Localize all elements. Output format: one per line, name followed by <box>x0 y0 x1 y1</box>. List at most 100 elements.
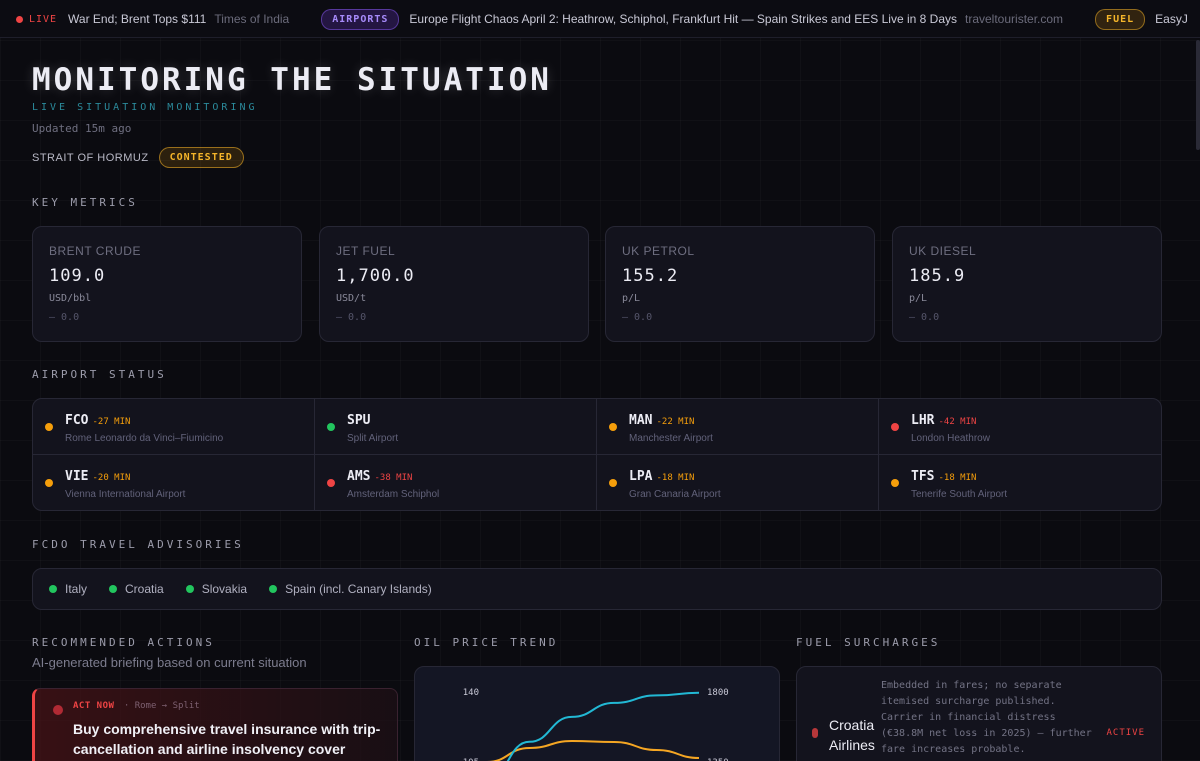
live-label: LIVE <box>29 13 58 25</box>
airport-code: LPA <box>629 468 653 484</box>
metric-card: BRENT CRUDE 109.0 USD/bbl — 0.0 <box>32 226 302 342</box>
advisory-item[interactable]: Spain (incl. Canary Islands) <box>269 582 432 596</box>
metric-change: — 0.0 <box>49 312 80 323</box>
page-scrollbar[interactable] <box>1196 40 1200 150</box>
airport-tile[interactable]: SPU Split Airport <box>315 399 597 455</box>
airport-tile[interactable]: LHR -42 MIN London Heathrow <box>879 399 1161 455</box>
key-metrics-heading: KEY METRICS <box>32 196 138 209</box>
ticker-headline[interactable]: Europe Flight Chaos April 2: Heathrow, S… <box>409 12 957 26</box>
last-updated: Updated 15m ago <box>32 122 132 135</box>
airport-tile[interactable]: TFS -18 MIN Tenerife South Airport <box>879 455 1161 511</box>
airport-code: SPU <box>347 413 371 428</box>
advisory-dot-icon <box>109 585 118 593</box>
page-subtitle: LIVE SITUATION MONITORING <box>32 102 258 113</box>
status-dot-icon <box>327 423 335 431</box>
page-title: MONITORING THE SITUATION <box>32 62 552 98</box>
metric-unit: USD/t <box>336 293 367 304</box>
oil-trend-heading: OIL PRICE TREND <box>414 636 559 649</box>
advisory-item[interactable]: Slovakia <box>185 582 247 596</box>
airport-tile[interactable]: VIE -20 MIN Vienna International Airport <box>33 454 315 510</box>
fuel-surcharge-card[interactable]: Croatia Airlines Embedded in fares; no s… <box>796 666 1162 761</box>
right-axis-tick-label: 1350 <box>707 758 729 761</box>
airport-code: TFS <box>911 468 935 484</box>
airport-code-row: LPA -18 MIN <box>629 467 878 485</box>
ticker-source: Times of India <box>214 12 290 26</box>
airport-tile[interactable]: MAN -22 MIN Manchester Airport <box>597 399 879 455</box>
oil-chart-svg: 140 105 1800 1350 <box>463 688 729 761</box>
airport-status-grid: FCO -27 MIN Rome Leonardo da Vinci–Fiumici… <box>32 398 1162 511</box>
advisory-item[interactable]: Italy <box>49 582 87 596</box>
airport-name: Vienna International Airport <box>65 488 186 500</box>
action-text: Buy comprehensive travel insurance with … <box>73 721 381 757</box>
actions-subtitle: AI-generated briefing based on current s… <box>32 655 307 670</box>
ticker-category-pill[interactable]: AIRPORTS <box>321 8 400 30</box>
airport-tile[interactable]: LPA -18 MIN Gran Canaria Airport <box>597 454 879 510</box>
metric-value: 185.9 <box>909 266 966 286</box>
metric-value: 1,700.0 <box>336 266 415 286</box>
action-card[interactable]: ACT NOW · Rome → Split Buy comprehensive… <box>32 688 398 761</box>
status-dot-icon <box>812 728 818 738</box>
advisory-dot-icon <box>49 585 57 593</box>
airport-delay: -27 MIN <box>92 417 131 427</box>
airport-name: Gran Canaria Airport <box>629 488 721 500</box>
airport-code: MAN <box>629 413 653 428</box>
metric-change: — 0.0 <box>622 312 653 323</box>
advisories-heading: FCDO TRAVEL ADVISORIES <box>32 538 244 551</box>
airport-tile[interactable]: AMS -38 MIN Amsterdam Schiphol <box>315 454 597 510</box>
strait-label: STRAIT OF HORMUZ <box>32 151 149 164</box>
surcharge-status: ACTIVE <box>1106 728 1145 738</box>
advisories-list: Italy Croatia Slovakia Spain (incl. Canary … <box>32 568 1162 610</box>
ticker-track: a War End; Brent Tops $111 Times of India… <box>58 0 1196 37</box>
metric-label: UK DIESEL <box>909 244 977 258</box>
airport-code: LHR <box>911 413 935 428</box>
news-ticker: a War End; Brent Tops $111 Times of India… <box>0 0 1200 38</box>
airport-code-row: AMS -38 MIN <box>347 467 596 485</box>
live-dot-icon <box>16 15 23 23</box>
action-priority: ACT NOW <box>73 701 115 711</box>
airport-name: Split Airport <box>347 433 399 444</box>
advisory-country: Spain (incl. Canary Islands) <box>285 582 432 596</box>
ticker-headline[interactable]: EasyJ <box>1155 12 1188 26</box>
metric-value: 155.2 <box>622 266 679 286</box>
status-dot-icon <box>327 478 335 487</box>
status-dot-icon <box>45 423 53 431</box>
status-dot-icon <box>891 478 899 487</box>
ticker-headline[interactable]: a War End; Brent Tops $111 <box>58 12 207 26</box>
metric-label: UK PETROL <box>622 244 695 258</box>
strait-status-row: STRAIT OF HORMUZ CONTESTED <box>32 147 244 168</box>
airport-code-row: TFS -18 MIN <box>911 467 1161 485</box>
airport-code-row: LHR -42 MIN <box>911 411 1161 429</box>
left-axis-tick-label: 140 <box>463 688 479 698</box>
airport-delay: -38 MIN <box>374 472 413 483</box>
ticker-category-pill[interactable]: FUEL <box>1095 8 1146 30</box>
live-indicator: LIVE <box>16 0 66 37</box>
airport-name: Rome Leonardo da Vinci–Fiumicino <box>65 433 224 444</box>
actions-heading: RECOMMENDED ACTIONS <box>32 636 215 649</box>
airport-delay: -42 MIN <box>938 417 977 427</box>
ticker-source: traveltourister.com <box>965 12 1064 26</box>
brent-series-line <box>486 739 700 761</box>
metric-change: — 0.0 <box>336 312 367 323</box>
metric-label: BRENT CRUDE <box>49 244 141 258</box>
metric-change: — 0.0 <box>909 312 940 323</box>
airport-name: Amsterdam Schiphol <box>347 488 440 500</box>
airport-tile[interactable]: FCO -27 MIN Rome Leonardo da Vinci–Fiumici… <box>33 399 315 455</box>
surcharge-note: Embedded in fares; no separate itemised … <box>881 680 1092 755</box>
left-axis-tick-label: 105 <box>463 758 479 761</box>
metric-label: JET FUEL <box>336 244 396 258</box>
metric-unit: USD/bbl <box>49 293 92 304</box>
airport-name: Manchester Airport <box>629 433 713 444</box>
advisory-item[interactable]: Croatia <box>109 582 164 596</box>
status-dot-icon <box>891 423 899 431</box>
metric-unit: p/L <box>622 293 641 304</box>
airport-delay: -20 MIN <box>92 472 131 483</box>
metric-card: UK DIESEL 185.9 p/L — 0.0 <box>892 226 1162 342</box>
airport-delay: -22 MIN <box>656 417 695 427</box>
right-axis-tick-label: 1800 <box>707 688 729 698</box>
metric-unit: p/L <box>909 293 928 304</box>
metric-card: UK PETROL 155.2 p/L — 0.0 <box>605 226 875 342</box>
advisory-country: Croatia <box>125 582 164 596</box>
airport-status-heading: AIRPORT STATUS <box>32 368 167 381</box>
airport-code: AMS <box>347 468 371 484</box>
metric-card: JET FUEL 1,700.0 USD/t — 0.0 <box>319 226 589 342</box>
